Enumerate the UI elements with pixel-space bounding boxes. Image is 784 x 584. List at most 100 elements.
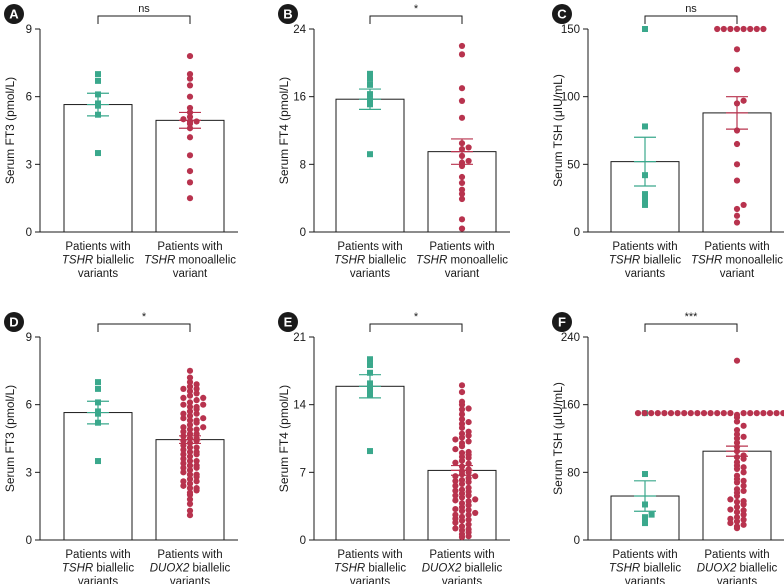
data-point	[186, 476, 194, 483]
data-point	[720, 25, 727, 33]
variant-type: biallelic	[736, 563, 777, 575]
data-point	[733, 514, 741, 521]
gene-name: TSHR	[609, 255, 640, 267]
data-point	[186, 462, 194, 469]
category-label-line1: Patients with	[612, 549, 677, 561]
gene-name: TSHR	[609, 563, 640, 575]
gene-name: TSHR	[416, 255, 447, 267]
data-point	[780, 410, 784, 417]
data-point	[733, 426, 741, 434]
category-label-line1: Patients with	[429, 241, 494, 253]
data-point	[452, 525, 459, 532]
variant-type: biallelic	[365, 255, 406, 267]
category-label-line2: TSHR monoallelic	[691, 255, 783, 267]
data-point	[465, 484, 472, 491]
panel-a: A 0 3 6 9 Serum FT3 (pmol/L) ns Patients with TS…	[3, 3, 238, 280]
data-point	[733, 140, 741, 148]
data-point	[180, 424, 187, 431]
data-point	[186, 388, 194, 395]
data-point	[186, 448, 194, 456]
data-point	[186, 471, 194, 478]
significance-label: ns	[685, 3, 697, 15]
data-point	[186, 489, 194, 496]
y-tick-label: 0	[300, 535, 306, 547]
data-point	[733, 212, 741, 219]
y-tick-label: 150	[561, 24, 580, 36]
data-point	[465, 466, 472, 473]
category-label-line3: variants	[350, 268, 391, 280]
category-label-line1: Patients with	[704, 549, 769, 561]
data-point	[186, 179, 194, 186]
data-point	[186, 466, 194, 474]
gene-name: TSHR	[144, 255, 175, 267]
data-point	[733, 25, 741, 33]
data-point	[740, 422, 747, 429]
data-point	[452, 497, 459, 504]
data-point	[465, 144, 472, 151]
y-axis-label: Serum TSH (μIU/mL)	[551, 74, 565, 187]
category-label-line3: variants	[350, 576, 391, 584]
panel-letter: A	[9, 7, 19, 22]
y-tick-label: 0	[300, 227, 306, 239]
data-point	[186, 383, 194, 390]
data-point	[733, 503, 741, 511]
data-point	[465, 526, 472, 533]
data-point	[200, 424, 207, 431]
data-point	[472, 473, 479, 480]
data-point	[740, 201, 747, 209]
variant-type: biallelic	[461, 563, 502, 575]
data-point	[740, 516, 747, 523]
data-point	[186, 444, 194, 451]
data-point	[180, 451, 187, 458]
data-point	[186, 52, 194, 60]
panel-letter: F	[558, 315, 566, 330]
data-point	[367, 151, 373, 158]
data-point	[367, 356, 373, 363]
y-tick-label: 24	[293, 24, 306, 36]
data-point	[740, 487, 747, 495]
data-point	[740, 410, 747, 417]
significance-label: *	[414, 3, 419, 15]
data-point	[180, 410, 187, 417]
data-point	[186, 379, 194, 386]
data-point	[674, 410, 681, 417]
data-point	[740, 521, 747, 528]
variant-type: biallelic	[640, 255, 681, 267]
y-tick-label: 0	[26, 535, 32, 547]
significance-bracket	[97, 15, 191, 24]
y-tick-label: 9	[26, 24, 32, 36]
data-point	[193, 381, 200, 388]
data-point	[727, 515, 734, 522]
y-tick-label: 9	[26, 332, 32, 344]
data-point	[95, 385, 101, 392]
y-axis-label: Serum TSH (μIU/mL)	[551, 382, 565, 495]
data-point	[634, 410, 642, 417]
gene-name: TSHR	[334, 255, 365, 267]
data-point	[727, 506, 734, 513]
data-point	[458, 440, 466, 447]
data-point	[727, 410, 734, 417]
gene-name: DUOX2	[150, 563, 190, 575]
category-label-line3: variant	[720, 268, 755, 280]
significance-label: *	[142, 311, 147, 323]
category-label-line1: Patients with	[157, 241, 222, 253]
data-point	[740, 477, 747, 484]
category-label-line1: Patients with	[612, 241, 677, 253]
data-point	[766, 410, 774, 417]
category-label-line1: Patients with	[157, 549, 222, 561]
data-point	[465, 521, 472, 528]
data-point	[458, 449, 466, 457]
data-point	[458, 114, 466, 121]
category-label-line2: TSHR biallelic	[609, 255, 681, 267]
data-point	[642, 26, 648, 32]
data-point	[186, 134, 194, 141]
category-label-line1: Patients with	[337, 241, 402, 253]
category-label-line2: TSHR biallelic	[62, 255, 134, 267]
data-point	[753, 25, 760, 33]
data-point	[186, 374, 194, 381]
data-point	[367, 75, 373, 82]
